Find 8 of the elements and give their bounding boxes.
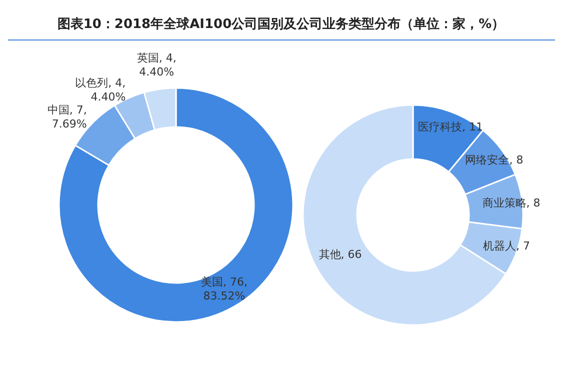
slice-label: 机器人, 7 (483, 240, 530, 253)
slice-label: 网络安全, 8 (465, 153, 524, 166)
slice-label: 中国, 7, 7.69% (47, 103, 87, 130)
chart-title: 图表10：2018年全球AI100公司国别及公司业务类型分布（单位：家，%） (57, 16, 505, 32)
slice-label: 英国, 4, 4.40% (136, 51, 176, 78)
slice-label: 以色列, 4, 4.40% (75, 76, 126, 104)
slice-label: 其他, 66 (318, 248, 362, 261)
slice-label: 美国, 76, 83.52% (201, 276, 248, 303)
